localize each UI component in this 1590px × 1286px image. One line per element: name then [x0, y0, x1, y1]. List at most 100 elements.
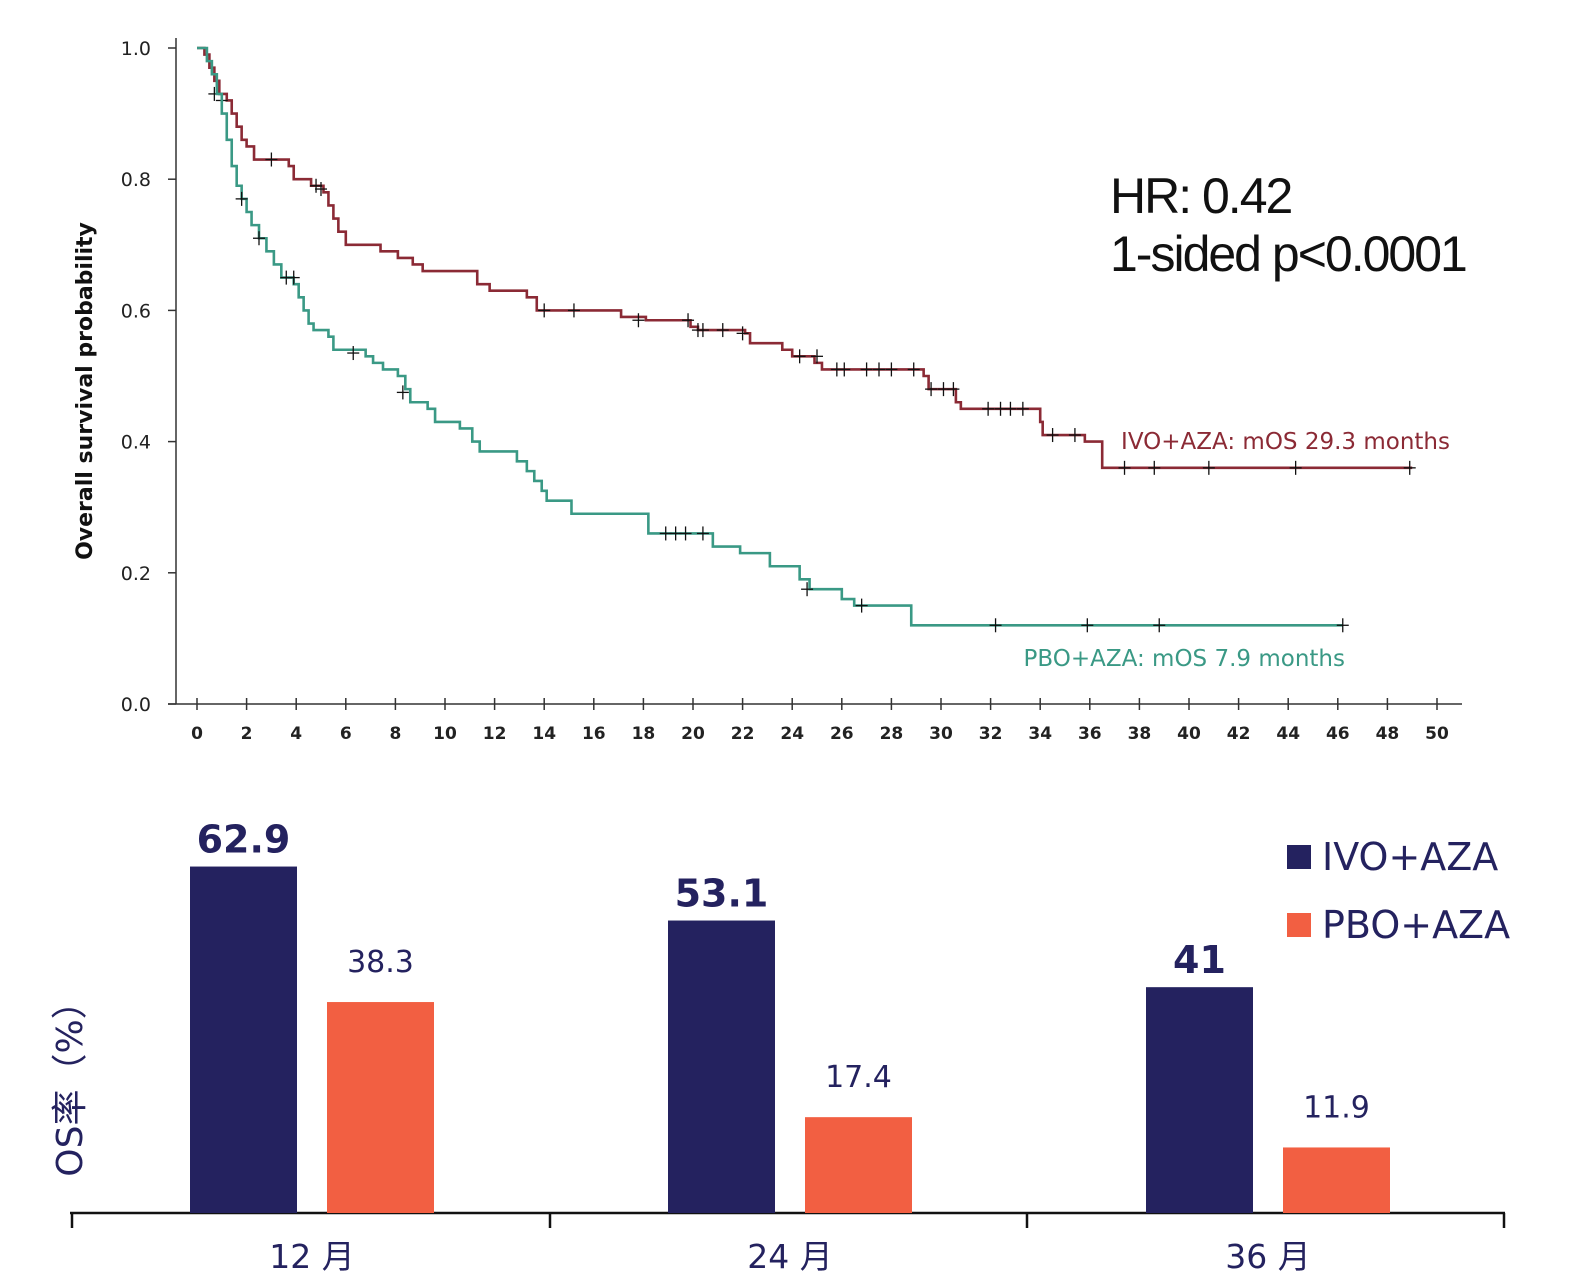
censor-mark — [287, 270, 300, 285]
x-tick-label: 20 — [681, 724, 705, 744]
censor-mark — [907, 362, 920, 377]
x-tick-label: 14 — [532, 724, 556, 744]
censor-mark — [396, 385, 409, 400]
y-tick-label: 0.0 — [121, 694, 151, 716]
censor-mark — [1289, 460, 1302, 475]
censor-mark — [567, 303, 580, 318]
bar-y-axis-label: OS率（%） — [50, 983, 91, 1176]
x-tick-label: 26 — [830, 724, 854, 744]
x-tick-label: 38 — [1128, 724, 1152, 744]
legend-label: PBO+AZA — [1322, 903, 1510, 947]
x-tick-label: 42 — [1227, 724, 1251, 744]
censor-mark — [811, 349, 823, 364]
x-tick-label: 0 — [191, 724, 203, 744]
y-tick-label: 0.6 — [121, 300, 151, 322]
x-tick-label: 8 — [389, 724, 401, 744]
x-tick-label: 4 — [290, 724, 302, 744]
censor-mark — [347, 346, 360, 361]
series-label-pbo: PBO+AZA: mOS 7.9 months — [1024, 646, 1345, 672]
censor-mark — [1046, 428, 1059, 443]
x-tick-label: 50 — [1425, 724, 1449, 744]
legend: IVO+AZA PBO+AZA — [1287, 835, 1510, 947]
bar-chart: OS率（%） 62.9 38.3 12 月 53.1 17.4 24 月 41 11.9 36 月… — [50, 818, 1510, 1276]
p-value-annotation: 1-sided p<0.0001 — [1110, 226, 1466, 282]
censor-mark — [253, 231, 265, 246]
km-chart: 0.00.20.40.60.81.00 2 4 6 8 10 12 14 16 18 20 22 24 2… — [73, 38, 1468, 744]
bar-pbo-aza — [327, 1002, 434, 1213]
legend-label: IVO+AZA — [1322, 835, 1498, 879]
bar-value-label: 53.1 — [675, 872, 769, 916]
x-tick-label: 16 — [582, 724, 606, 744]
x-tick-label: 40 — [1177, 724, 1201, 744]
series-label-ivo: IVO+AZA: mOS 29.3 months — [1121, 429, 1450, 455]
bar-category-label: 24 月 — [747, 1237, 832, 1276]
legend-swatch — [1287, 845, 1311, 869]
bar-value-label: 38.3 — [347, 945, 414, 980]
censor-mark — [1336, 618, 1349, 633]
censor-mark — [873, 362, 885, 377]
x-tick-label: 34 — [1028, 724, 1052, 744]
censor-mark — [855, 598, 868, 613]
bar-value-label: 11.9 — [1303, 1090, 1370, 1125]
censor-mark — [947, 382, 960, 397]
censor-mark — [838, 362, 851, 377]
x-tick-label: 48 — [1376, 724, 1400, 744]
censor-mark — [682, 313, 695, 328]
censor-mark — [310, 178, 323, 193]
y-tick-label: 0.4 — [121, 432, 151, 454]
censor-mark — [716, 323, 729, 338]
x-tick-label: 28 — [880, 724, 904, 744]
hr-annotation: HR: 0.42 — [1110, 168, 1292, 224]
censor-mark — [679, 526, 692, 541]
bar-category-label: 36 月 — [1225, 1237, 1310, 1276]
censor-mark — [1004, 401, 1017, 416]
x-tick-label: 22 — [731, 724, 755, 744]
bar-value-label: 17.4 — [825, 1060, 892, 1095]
censor-mark — [632, 313, 645, 328]
censor-mark — [860, 362, 873, 377]
x-tick-label: 44 — [1276, 724, 1300, 744]
censor-mark — [1153, 618, 1166, 633]
censor-mark — [696, 526, 709, 541]
bar-pbo-aza — [1283, 1147, 1390, 1213]
y-tick-label: 0.2 — [121, 563, 151, 585]
censor-mark — [989, 618, 1002, 633]
censor-mark — [925, 382, 938, 397]
x-tick-label: 30 — [929, 724, 953, 744]
censor-mark — [315, 182, 327, 197]
censor-mark — [235, 191, 248, 206]
x-tick-label: 6 — [340, 724, 352, 744]
censor-mark — [1202, 460, 1215, 475]
km-curve-ivo-aza — [197, 46, 1413, 470]
censor-mark — [793, 349, 806, 364]
censor-mark — [736, 326, 749, 341]
x-tick-label: 10 — [433, 724, 457, 744]
x-tick-label: 18 — [632, 724, 656, 744]
censor-mark — [265, 152, 278, 167]
censor-mark — [1148, 460, 1161, 475]
censor-mark — [538, 303, 551, 318]
km-curve-pbo-aza — [197, 46, 1343, 627]
bar-value-label: 41 — [1173, 938, 1226, 982]
bar-ivo-aza — [190, 866, 297, 1213]
y-tick-label: 0.8 — [121, 169, 151, 191]
censor-mark — [982, 401, 995, 416]
censor-mark — [1068, 428, 1081, 443]
x-tick-label: 12 — [483, 724, 507, 744]
x-tick-label: 32 — [979, 724, 1003, 744]
censor-mark — [1081, 618, 1094, 633]
y-tick-label: 1.0 — [121, 38, 151, 60]
x-tick-label: 46 — [1326, 724, 1350, 744]
x-tick-label: 24 — [780, 724, 804, 744]
censor-mark — [696, 323, 709, 338]
x-tick-label: 2 — [241, 724, 253, 744]
y-axis-label: Overall survival probability — [73, 222, 98, 560]
censor-mark — [885, 362, 898, 377]
censor-mark — [1118, 460, 1131, 475]
x-tick-label: 36 — [1078, 724, 1102, 744]
censor-mark — [801, 582, 814, 597]
censor-mark — [1016, 401, 1029, 416]
bar-pbo-aza — [805, 1117, 912, 1213]
legend-swatch — [1287, 913, 1311, 937]
